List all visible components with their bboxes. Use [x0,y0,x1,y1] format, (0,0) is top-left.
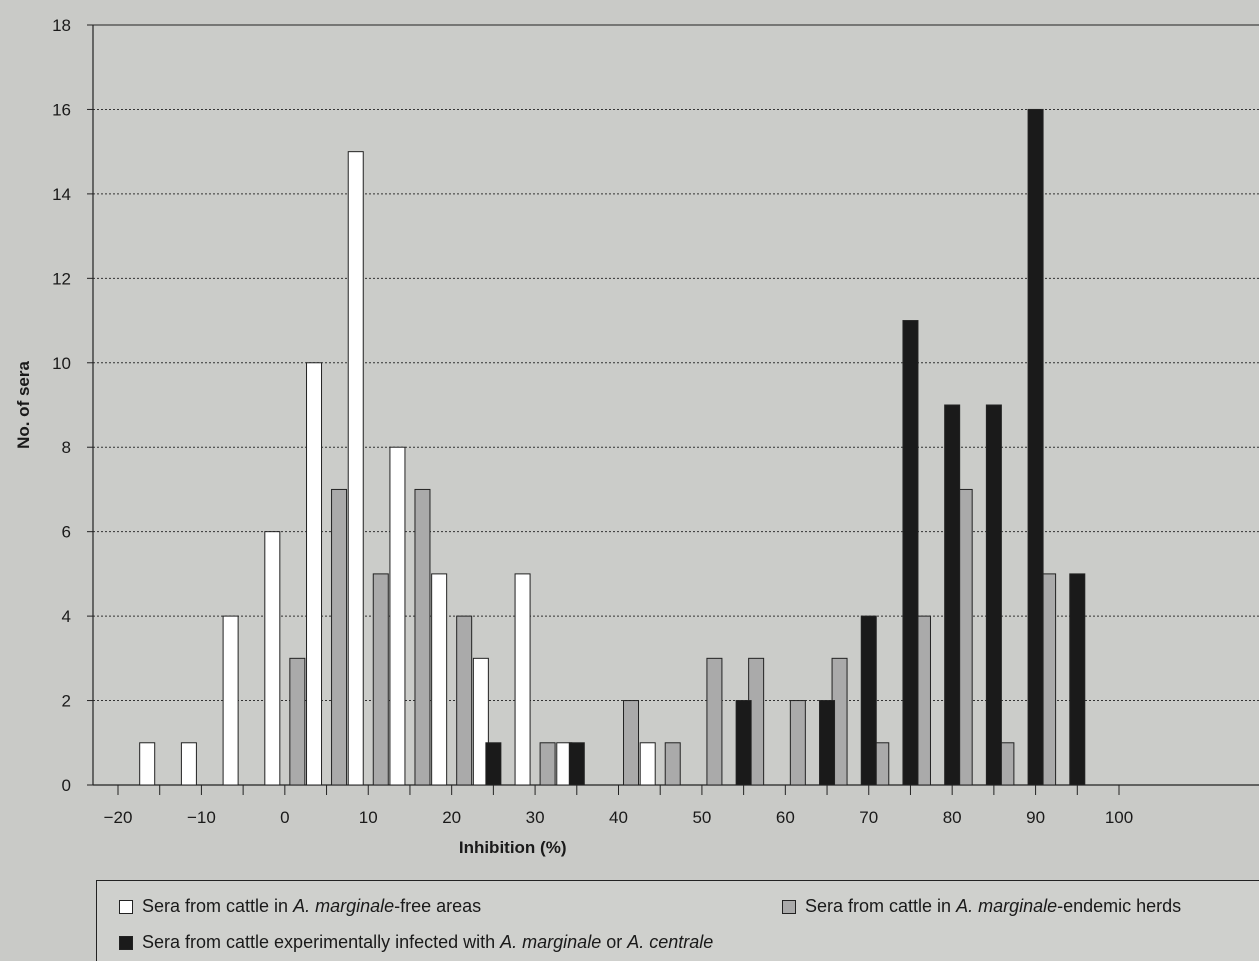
x-tick-label: 60 [776,808,795,827]
bar-series-1 [514,573,531,786]
legend-swatch-endemic-herds [782,899,796,914]
bar-series-2 [456,615,473,786]
x-tick-label: 10 [359,808,378,827]
y-tick-label: 10 [52,354,71,373]
y-tick-label: 2 [62,692,71,711]
bar-series-3 [1069,573,1086,786]
bar-series-3 [735,700,752,786]
bar-series-2 [289,657,306,786]
x-tick-label: 80 [943,808,962,827]
bar-series-3 [819,700,836,786]
legend-item-free-areas: Sera from cattle in A. marginale-free ar… [119,896,481,917]
y-tick-label: 6 [62,523,71,542]
legend-swatch-experimental [119,935,133,950]
bar-series-3 [902,320,919,786]
bar-series-3 [985,404,1002,786]
bar-series-2 [372,573,389,786]
x-tick-label: 30 [526,808,545,827]
bar-series-1 [264,531,281,786]
x-tick-label: 70 [859,808,878,827]
y-tick-label: 8 [62,438,71,457]
bar-series-1 [306,362,323,786]
plot-area [93,25,1259,785]
bar-series-3 [944,404,961,786]
legend-label-free-areas: Sera from cattle in A. marginale-free ar… [142,896,482,916]
bar-series-3 [860,615,877,786]
legend-item-experimental: Sera from cattle experimentally infected… [119,932,713,953]
x-tick-label: −20 [104,808,133,827]
legend-label-experimental: Sera from cattle experimentally infected… [142,932,714,952]
bar-series-1 [139,742,156,786]
bar-series-1 [180,742,197,786]
legend-label-endemic-herds: Sera from cattle in A. marginale-endemic… [805,896,1182,916]
bar-series-1 [347,151,364,786]
legend-item-endemic-herds: Sera from cattle in A. marginale-endemic… [782,896,1181,917]
bar-series-3 [485,742,502,786]
bar-series-2 [706,657,723,786]
bar-series-1 [431,573,448,786]
y-tick-label: 12 [52,269,71,288]
bar-series-2 [789,700,806,786]
bar-series-2 [664,742,681,786]
bar-series-2 [414,488,431,786]
bar-series-2 [539,742,556,786]
x-tick-label: −10 [187,808,216,827]
bar-series-1 [389,446,406,786]
x-tick-label: 20 [442,808,461,827]
y-tick-label: 18 [52,16,71,35]
x-axis-title: Inhibition (%) [459,838,567,857]
x-tick-label: 100 [1105,808,1133,827]
y-tick-label: 16 [52,100,71,119]
y-axis-title: No. of sera [14,361,33,449]
y-tick-label: 4 [62,607,71,626]
y-tick-label: 0 [62,776,71,795]
legend-swatch-free-areas [119,899,133,914]
bar-series-3 [568,742,585,786]
x-tick-label: 90 [1026,808,1045,827]
bar-series-2 [623,700,640,786]
bar-series-3 [1027,108,1044,786]
bar-series-2 [331,488,348,786]
legend: Sera from cattle in A. marginale-free ar… [96,880,1259,961]
bar-series-1 [472,657,489,786]
x-tick-label: 0 [280,808,289,827]
bar-series-1 [222,615,239,786]
x-tick-label: 40 [609,808,628,827]
y-tick-label: 14 [52,185,71,204]
x-tick-label: 50 [692,808,711,827]
histogram-chart: 0 2 4 6 8 10 12 14 16 18 −20 −10 0 10 20 30 40 50 60 70 80 90… [14,16,1259,857]
bar-series-1 [639,742,656,786]
